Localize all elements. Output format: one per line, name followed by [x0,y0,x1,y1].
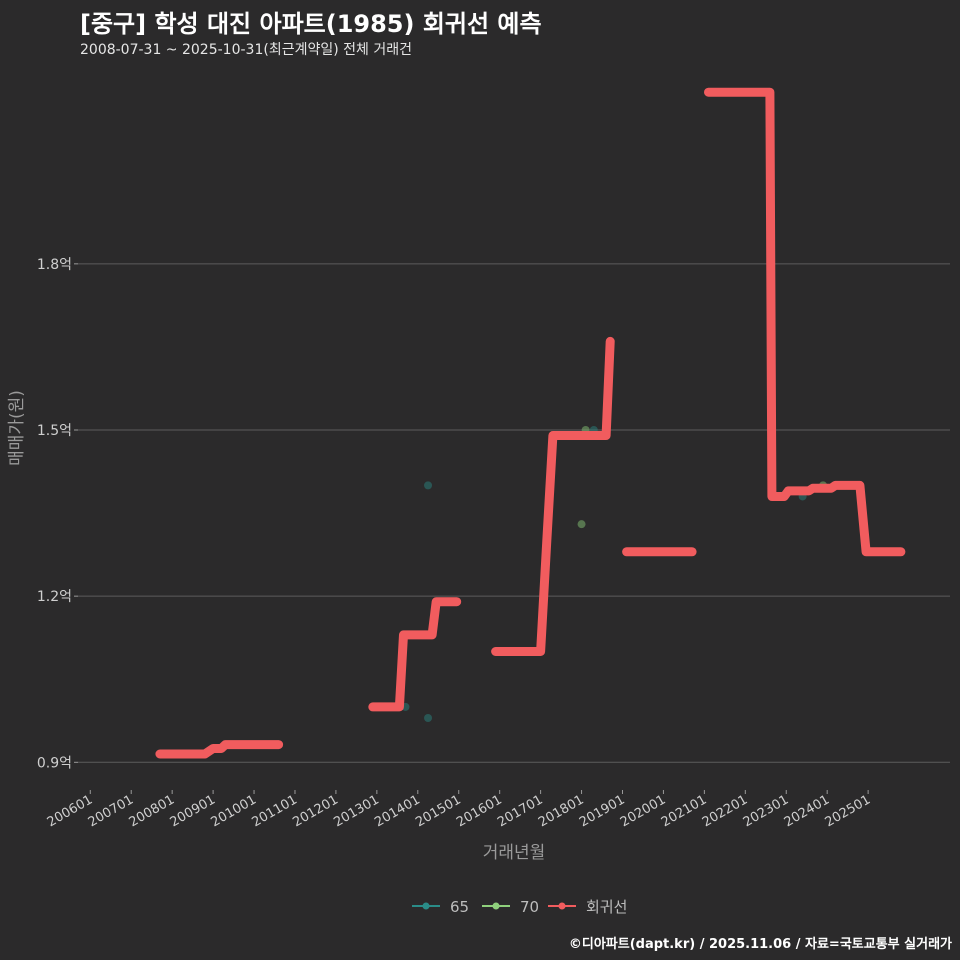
y-tick-label: 1.2억 [37,589,72,605]
x-axis-title: 거래년월 [483,843,546,863]
legend-label: 70 [520,898,539,916]
data-point-65 [424,481,433,490]
chart-title: [중구] 학성 대진 아파트(1985) 회귀선 예측 [80,10,542,38]
x-tick-label: 200701 [86,792,136,830]
legend-label: 65 [450,898,469,916]
legend-label: 회귀선 [586,898,627,916]
x-tick-label: 201001 [209,792,259,830]
x-tick-label: 202401 [782,792,832,830]
x-tick-label: 201101 [249,792,299,830]
y-tick-label: 1.5억 [37,423,72,439]
x-tick-label: 202301 [741,792,791,830]
chart-subtitle: 2008-07-31 ~ 2025-10-31(최근계약일) 전체 거래건 [80,42,412,58]
regression-line-segment [368,597,462,712]
regression-line-segment [491,336,615,656]
x-tick-label: 200601 [45,792,95,830]
legend: 65 70 회귀선 [412,898,627,916]
x-tick-label: 202001 [618,792,668,830]
x-tick-label: 202201 [700,792,750,830]
y-tick-label: 0.9억 [37,755,72,771]
data-point-65 [424,714,433,722]
regression-line-segment [155,740,284,759]
regression-line-segment [704,87,906,557]
x-tick-label: 201301 [331,792,381,830]
source-caption: ©디아파트(dapt.kr) / 2025.11.06 / 자료=국토교통부 실… [568,937,952,952]
y-tick-label: 1.8억 [37,257,72,273]
y-axis-ticks: 0.9억 1.2억 1.5억 1.8억 [37,257,78,771]
x-tick-label: 201401 [372,792,422,830]
x-tick-label: 200901 [168,792,218,830]
x-tick-label: 201501 [413,792,463,830]
data-point-70 [577,520,586,529]
y-axis-title: 매매가(원) [7,390,27,466]
x-tick-label: 201801 [536,792,586,830]
x-tick-label: 202101 [659,792,709,830]
legend-key-dot [558,902,566,910]
x-tick-label: 201701 [495,792,545,830]
x-tick-label: 201901 [577,792,627,830]
scatter-points [401,426,828,722]
regression-lines [155,87,906,759]
x-tick-label: 200801 [127,792,177,830]
x-axis-ticks: 2006012007012008012009012010012011012012… [45,790,873,830]
gridlines [78,263,950,763]
legend-key-dot [492,902,500,910]
x-tick-label: 201201 [290,792,340,830]
x-tick-label: 201601 [454,792,504,830]
x-tick-label: 202501 [823,792,873,830]
legend-key-dot [422,902,430,910]
